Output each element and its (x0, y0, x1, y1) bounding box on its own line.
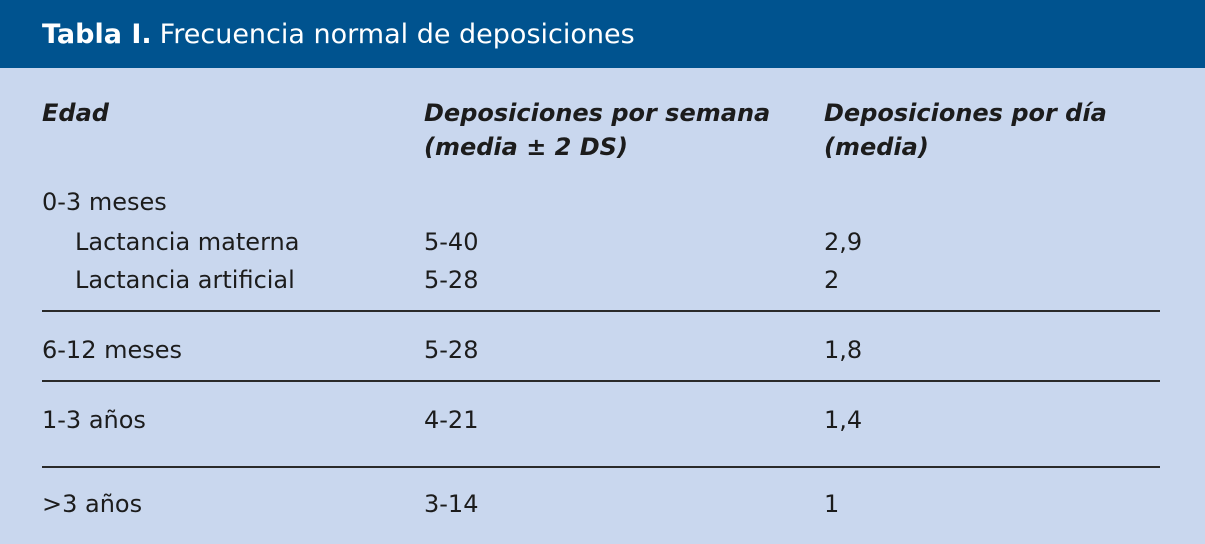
table-title-text: Frecuencia normal de deposiciones (159, 18, 635, 50)
table-row-day: 2,9 (824, 228, 863, 256)
table-row-week: 4-21 (424, 406, 479, 434)
header-per-day-line2: (media) (824, 133, 929, 161)
table-row-age: >3 años (42, 490, 143, 518)
header-per-day-line1: Deposiciones por día (824, 99, 1107, 127)
table-row-day: 2 (824, 266, 840, 294)
row-divider (42, 310, 1160, 312)
table-row-week: 5-40 (424, 228, 479, 256)
header-per-week-line1: Deposiciones por semana (424, 99, 771, 127)
group-label-0-3: 0-3 meses (42, 188, 167, 216)
header-per-day: Deposiciones por día (media) (824, 96, 1107, 164)
row-divider (42, 380, 1160, 382)
table-row-age: Lactancia materna (75, 228, 300, 256)
table-row-day: 1 (824, 490, 840, 518)
table-row-day: 1,4 (824, 406, 863, 434)
table-title: Tabla I. Frecuencia normal de deposicion… (0, 0, 1205, 68)
table-row-week: 3-14 (424, 490, 479, 518)
header-age: Edad (42, 99, 109, 127)
table-row-day: 1,8 (824, 336, 863, 364)
header-per-week-line2: (media ± 2 DS) (424, 133, 628, 161)
table-row-age: 6-12 meses (42, 336, 183, 364)
table-row-week: 5-28 (424, 266, 479, 294)
table-title-label: Tabla I. (42, 18, 152, 50)
table-row-age: Lactancia artificial (75, 266, 295, 294)
header-per-week: Deposiciones por semana (media ± 2 DS) (424, 96, 770, 164)
row-divider (42, 466, 1160, 468)
table-row-age: 1-3 años (42, 406, 146, 434)
table-row-week: 5-28 (424, 336, 479, 364)
